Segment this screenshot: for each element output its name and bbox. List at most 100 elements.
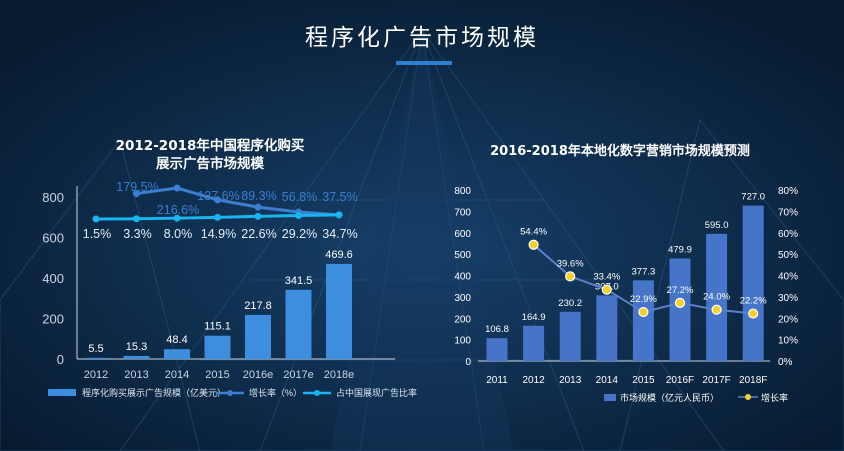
chart1-growth-label: 56.8% bbox=[282, 190, 317, 204]
chart2-y-tick-label: 500 bbox=[454, 250, 471, 261]
chart1-legend-label-bar: 程序化购买展示广告规模（亿美元） bbox=[82, 387, 226, 398]
chart2-x-tick-label: 2016F bbox=[666, 375, 694, 386]
chart2-y-tick-label: 400 bbox=[454, 272, 471, 283]
chart2-bar bbox=[706, 233, 728, 361]
page-title: 程序化广告市场规模 bbox=[305, 25, 539, 51]
chart1-share-label: 34.7% bbox=[322, 227, 357, 241]
chart2-growth-label: 24.0% bbox=[703, 292, 730, 303]
chart1-x-tick-label: 2018e bbox=[324, 369, 355, 381]
chart1-x-tick-label: 2015 bbox=[205, 369, 229, 381]
chart2-y-tick-label: 0 bbox=[465, 357, 471, 368]
chart1-legend-label-share: 占中国展现广告比率 bbox=[336, 387, 417, 398]
chart2-growth-label: 22.2% bbox=[740, 296, 767, 307]
chart2-bar bbox=[559, 311, 581, 361]
chart2-y2-tick-label: 0% bbox=[778, 357, 793, 368]
chart1-growth-label: 89.3% bbox=[241, 189, 276, 203]
chart2-legend-swatch-bar bbox=[604, 394, 616, 401]
chart1-bar bbox=[326, 263, 352, 359]
chart1-x-tick-label: 2014 bbox=[165, 369, 189, 381]
chart1-y-tick-label: 400 bbox=[42, 271, 64, 286]
chart2-bar bbox=[742, 205, 764, 361]
chart2-y2-tick-label: 80% bbox=[778, 186, 798, 197]
chart2-y2-tick-label: 40% bbox=[778, 272, 798, 283]
chart1-growth-label: 179.5% bbox=[116, 180, 158, 194]
chart1-x-tick-label: 2013 bbox=[124, 369, 148, 381]
chart1-title-line2: 展示广告市场规模 bbox=[156, 156, 264, 172]
chart1-growth-line bbox=[136, 186, 340, 217]
chart2-bar bbox=[486, 338, 508, 361]
chart1-x-tick-label: 2017e bbox=[283, 369, 314, 381]
chart2-x-tick-label: 2012 bbox=[522, 375, 545, 386]
chart2-x-tick-label: 2017F bbox=[702, 375, 730, 386]
chart2-y-tick-label: 600 bbox=[454, 229, 471, 240]
chart1-bar bbox=[285, 289, 312, 359]
chart1-bar-label: 5.5 bbox=[88, 343, 103, 355]
chart2-growth-point bbox=[674, 297, 686, 308]
chart1-bar-label: 341.5 bbox=[285, 275, 313, 287]
chart1-share-label: 3.3% bbox=[123, 227, 152, 241]
chart1-bar bbox=[204, 335, 231, 359]
chart2-y2-tick-label: 20% bbox=[778, 314, 798, 325]
chart2-growth-point bbox=[711, 304, 722, 315]
chart2-growth-point bbox=[601, 284, 612, 295]
chart1-bar bbox=[164, 349, 190, 359]
chart1-title: 2012-2018年中国程序化购买 展示广告市场规模 bbox=[60, 137, 360, 173]
chart1-y-tick-label: 200 bbox=[42, 312, 64, 327]
chart1-share-label: 29.2% bbox=[282, 227, 317, 241]
chart1-bar-label: 217.8 bbox=[244, 300, 272, 312]
chart1-share-label: 1.5% bbox=[83, 227, 112, 241]
chart1-legend-marker-growth bbox=[227, 390, 233, 396]
chart2-growth-label: 54.4% bbox=[520, 227, 547, 238]
chart1-share-point bbox=[295, 212, 302, 220]
chart2-title: 2016-2018年本地化数字营销市场规模预测 bbox=[490, 144, 750, 159]
chart2-x-tick-label: 2015 bbox=[632, 375, 655, 386]
chart2-growth-label: 22.9% bbox=[630, 294, 657, 305]
chart2-growth-label: 27.2% bbox=[667, 285, 694, 296]
chart1-share-point bbox=[254, 212, 262, 220]
chart1-share-point bbox=[92, 215, 100, 223]
chart1-growth-point bbox=[133, 190, 140, 198]
chart1-bar-label: 115.1 bbox=[204, 321, 231, 333]
chart1-x-tick-label: 2012 bbox=[84, 369, 108, 381]
chart1-bar-label: 48.4 bbox=[166, 334, 187, 346]
chart1-bar bbox=[245, 314, 271, 359]
chart1-share-point bbox=[335, 211, 343, 219]
chart2-y-tick-label: 300 bbox=[454, 293, 471, 304]
chart1-y-tick-label: 0 bbox=[57, 352, 64, 367]
chart2-growth-point bbox=[528, 239, 539, 250]
chart2-y2-tick-label: 70% bbox=[778, 207, 798, 218]
chart1-share-label: 8.0% bbox=[164, 227, 193, 241]
chart2-y-tick-label: 200 bbox=[454, 314, 471, 325]
chart2-y2-tick-label: 50% bbox=[778, 250, 798, 261]
chart2-bar-label: 164.9 bbox=[522, 312, 546, 323]
chart1-share-point bbox=[214, 213, 221, 221]
chart1-legend-label-growth: 增长率（%） bbox=[249, 387, 302, 398]
chart2-y2-tick-label: 60% bbox=[778, 229, 798, 240]
chart2-y-tick-label: 100 bbox=[454, 336, 471, 347]
chart2-bar-label: 230.2 bbox=[558, 298, 582, 309]
chart2-legend-label-growth: 增长率 bbox=[761, 392, 788, 403]
chart1-growth-point bbox=[254, 203, 262, 211]
chart1-growth-label: 137.6% bbox=[197, 189, 239, 203]
chart2-y2-tick-label: 30% bbox=[778, 293, 798, 304]
chart2-x-tick-label: 2011 bbox=[486, 375, 508, 386]
chart1-share-label: 22.6% bbox=[241, 227, 276, 241]
chart2-y-tick-label: 700 bbox=[454, 207, 471, 218]
chart1-bar-label: 469.6 bbox=[325, 249, 353, 261]
chart1-bar bbox=[123, 355, 150, 359]
chart2-growth-point bbox=[748, 308, 759, 319]
chart2-legend-label-bar: 市场规模（亿元人民币） bbox=[620, 392, 719, 403]
chart2-growth-label: 39.6% bbox=[557, 258, 584, 269]
chart2-growth-point bbox=[565, 271, 576, 282]
chart1-growth-label: 37.5% bbox=[322, 190, 357, 204]
chart1-y-tick-label: 800 bbox=[42, 190, 64, 205]
chart2-bar bbox=[669, 258, 691, 361]
chart2-bar bbox=[523, 325, 545, 361]
chart1-title-line1: 2012-2018年中国程序化购买 bbox=[115, 138, 305, 154]
chart1-share-label: 14.9% bbox=[201, 227, 236, 241]
chart2-legend-marker-growth bbox=[745, 394, 751, 400]
chart2-y2-tick-label: 10% bbox=[778, 336, 798, 347]
chart1-growth-label: 216.6% bbox=[157, 203, 199, 217]
